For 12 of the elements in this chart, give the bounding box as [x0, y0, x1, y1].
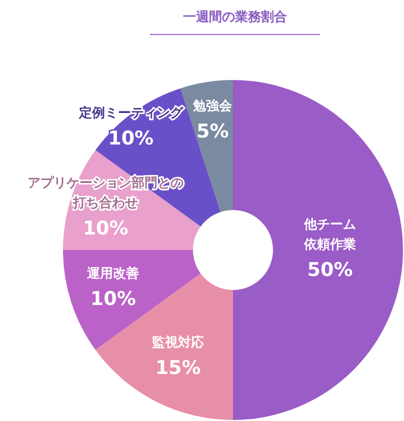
data-label: 10% — [90, 288, 136, 310]
slice-label: 監視対応 — [152, 334, 204, 350]
data-label: 10% — [82, 218, 128, 240]
slice-label: 運用改善 — [86, 265, 140, 282]
data-label: 50% — [307, 259, 353, 281]
slice-label: 定例ミーティング — [78, 105, 184, 122]
data-label: 10% — [108, 128, 154, 150]
slice-label: 他チーム依頼作業 — [303, 218, 356, 252]
chart-title: 一週間の業務割合 — [150, 8, 320, 35]
data-label: 5% — [196, 120, 229, 143]
data-label: 15% — [155, 356, 201, 379]
slice-label: 勉強会 — [192, 98, 234, 114]
